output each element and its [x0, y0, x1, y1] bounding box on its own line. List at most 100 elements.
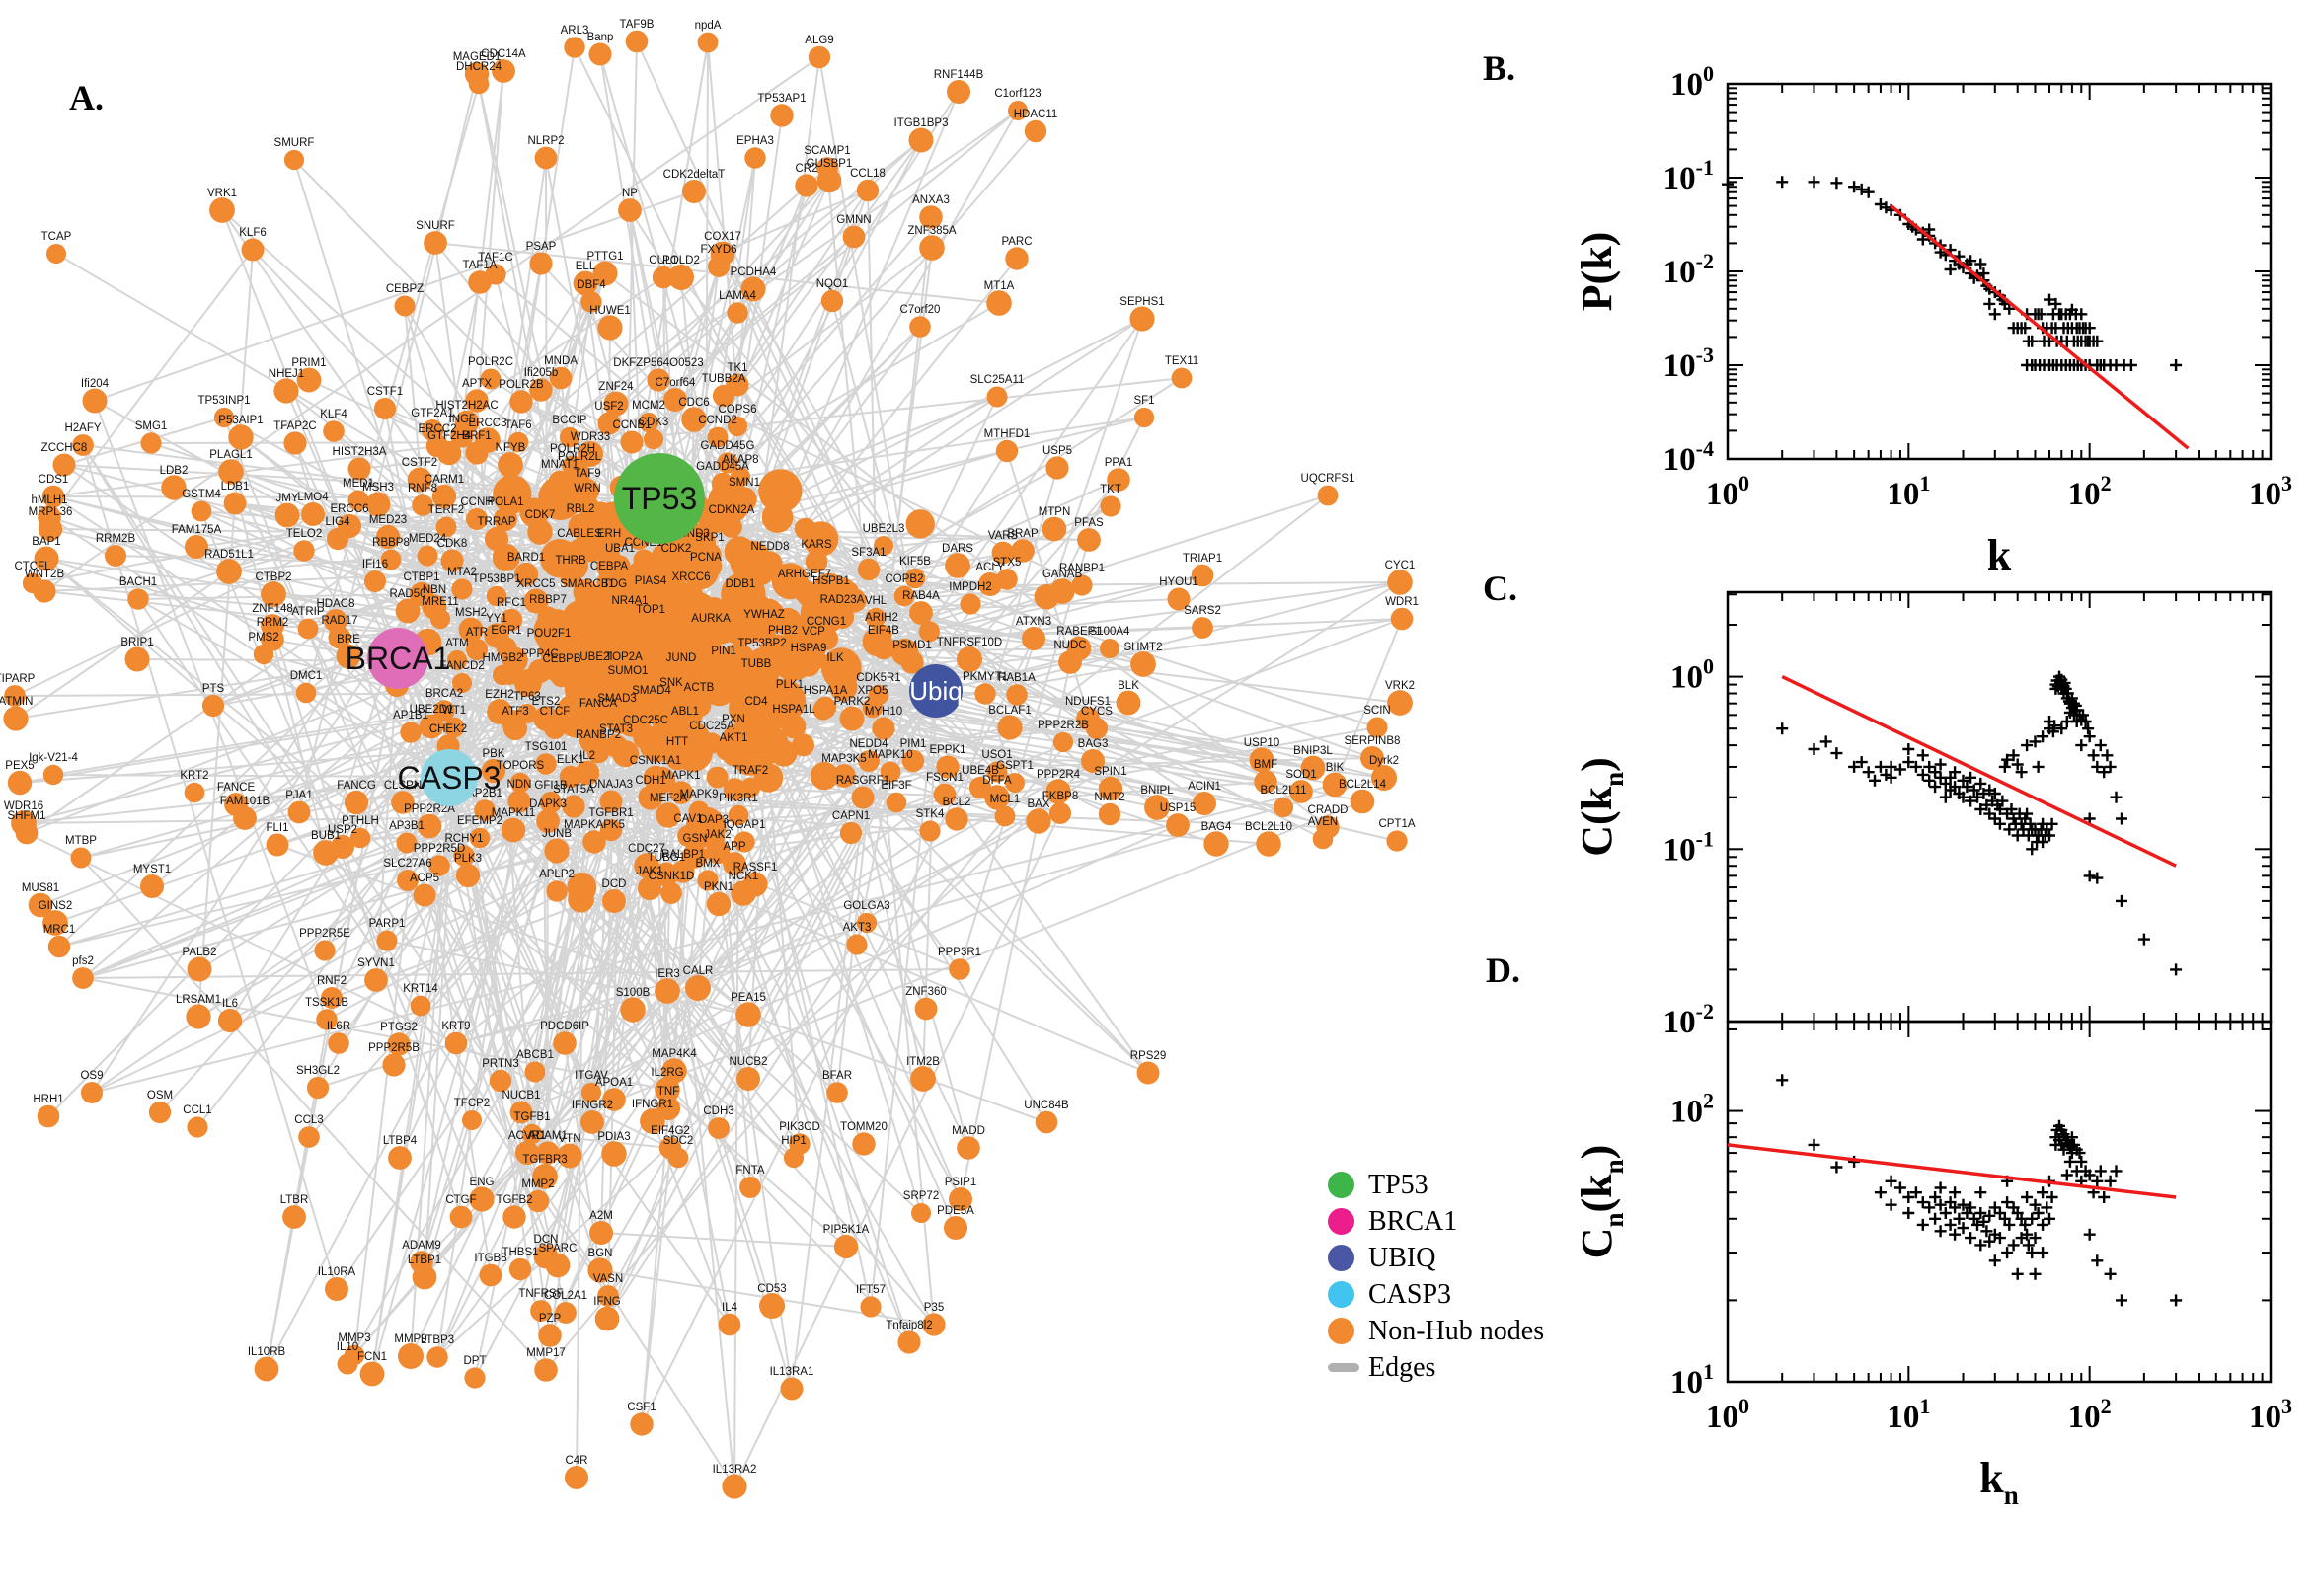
gene-label: SH3GL2: [296, 1065, 340, 1077]
gene-label: TIPARP: [0, 673, 36, 685]
gene-label: NMT2: [1094, 792, 1124, 803]
gene-label: ARIH2: [865, 612, 898, 624]
gene-node: [744, 669, 768, 693]
gene-label: KLF6: [239, 227, 267, 239]
gene-node: [501, 817, 526, 843]
gene-node: [1024, 119, 1047, 143]
gene-label: IL6: [222, 998, 238, 1010]
gene-label: DMC1: [290, 670, 323, 682]
gene-label: POLD2: [662, 255, 700, 266]
gene-node: [647, 368, 670, 392]
gene-node: [655, 978, 680, 1004]
gene-node: [851, 786, 875, 809]
gene-label: FXYD6: [700, 244, 736, 256]
gene-label: PIN1: [711, 646, 736, 657]
gene-label: SLC25A11: [970, 374, 1025, 386]
gene-label: TGFB2: [496, 1194, 532, 1206]
gene-node: [945, 807, 968, 831]
gene-node: [562, 455, 583, 477]
gene-node: [565, 1466, 588, 1489]
gene-node: [4, 685, 26, 707]
gene-node: [708, 1117, 730, 1139]
gene-node: [701, 732, 723, 754]
gene-node: [599, 818, 623, 842]
gene-label: A2M: [589, 1210, 613, 1222]
gene-label: TDG: [603, 578, 627, 590]
gene-label: MED24: [409, 533, 447, 545]
tick-label: 10-3: [1663, 342, 1714, 384]
gene-label: PDE5A: [937, 1205, 974, 1217]
gene-node: [316, 1009, 338, 1030]
gene-label: MADD: [952, 1125, 985, 1137]
gene-label: PLK1: [776, 679, 804, 691]
gene-label: SF3A1: [851, 547, 886, 559]
gene-node: [658, 687, 684, 713]
gene-node: [241, 238, 265, 262]
gene-node: [1005, 773, 1025, 793]
gene-node: [638, 585, 663, 611]
gene-node: [609, 555, 631, 576]
gene-node: [46, 244, 66, 264]
gene-label: MNAT1: [541, 459, 579, 471]
gene-node: [1203, 831, 1229, 857]
gene-label: BCL2L10: [1245, 821, 1292, 833]
gene-label: HSPA1L: [772, 704, 815, 716]
gene-node: [42, 910, 68, 936]
gene-node: [7, 770, 33, 796]
gene-label: IFNGR1: [632, 1099, 673, 1110]
gene-node: [382, 1053, 406, 1077]
gene-label: NHEJ1: [269, 368, 304, 380]
gene-label: WNT2B: [25, 569, 65, 580]
gene-label: C7orf64: [656, 377, 697, 389]
gene-label: PKMYT1: [963, 671, 1008, 683]
gene-label: LTBR: [280, 1194, 309, 1206]
gene-node: [217, 1008, 243, 1033]
gene-label: LTBP1: [408, 1254, 441, 1266]
gene-node: [960, 593, 981, 615]
gene-label: CYC1: [1385, 560, 1416, 571]
gene-node: [1350, 789, 1375, 814]
gene-label: SKP1: [695, 532, 724, 544]
gene-label: PEX5: [5, 760, 34, 772]
gene-label: ZNF360: [905, 986, 947, 998]
gene-node: [553, 1031, 577, 1055]
gene-node: [860, 1296, 882, 1318]
gene-node: [1360, 746, 1384, 770]
gene-node: [464, 1367, 486, 1389]
gene-label: GTF2A1: [411, 408, 453, 419]
gene-label: EGR1: [491, 625, 521, 637]
gene-node: [28, 892, 53, 918]
gene-node: [711, 655, 736, 681]
gene-node: [681, 407, 707, 432]
gene-node: [1129, 306, 1155, 332]
gene-label: NEDD8: [751, 541, 790, 553]
gene-node: [538, 640, 560, 661]
gene-node: [513, 562, 539, 587]
hub-node-ubiq: [909, 664, 963, 718]
gene-node: [586, 740, 610, 764]
gene-node: [936, 755, 960, 779]
legend-label: BRCA1: [1368, 1205, 1458, 1237]
gene-node: [580, 1082, 602, 1103]
gene-label: CSNK1D: [649, 871, 695, 882]
gene-node: [575, 588, 600, 614]
gene-node: [41, 485, 65, 508]
gene-label: BGN: [588, 1248, 613, 1259]
gene-label: EFEMP2: [457, 815, 502, 827]
gene-node: [672, 716, 698, 741]
gene-node: [717, 452, 738, 474]
gene-node: [718, 1313, 741, 1336]
gene-label: IL13RA1: [770, 1366, 814, 1378]
gene-label: GOLGA3: [843, 900, 889, 912]
gene-node: [523, 588, 549, 614]
gene-node: [771, 636, 795, 659]
gene-node: [364, 570, 386, 592]
gene-label: ERCC6: [331, 503, 369, 515]
gene-node: [509, 772, 531, 794]
gene-label: CEBPB: [543, 653, 581, 665]
gene-node: [365, 492, 391, 517]
gene-label: APTX: [462, 378, 492, 390]
gene-label: MRE11: [422, 596, 459, 608]
gene-label: Ifi204: [81, 378, 110, 390]
